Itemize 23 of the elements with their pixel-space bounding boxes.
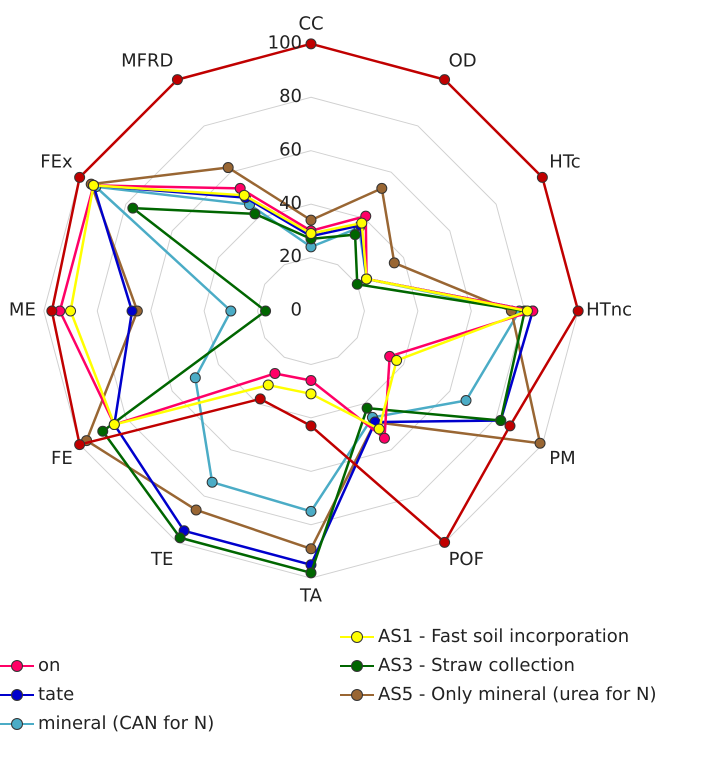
spoke-label: FEx xyxy=(40,151,74,172)
legend-label: tate xyxy=(38,684,74,705)
spoke-label: HTc xyxy=(549,151,581,172)
spoke-label: POF xyxy=(448,548,484,570)
spoke-label: OD xyxy=(448,50,477,72)
legend-label: AS1 - Fast soil incorporation xyxy=(378,626,630,647)
legend-label: mineral (CAN for N) xyxy=(38,713,214,734)
legend-label: AS3 - Straw collection xyxy=(378,655,575,676)
y-tick-label: 0 xyxy=(290,300,302,321)
spoke-label: MFRD xyxy=(121,50,174,72)
spoke-label: CC xyxy=(298,14,324,35)
legend-label: on xyxy=(38,655,60,676)
spoke-label: PM xyxy=(549,448,576,470)
y-tick-label: 60 xyxy=(279,139,302,160)
spoke-label: ME xyxy=(8,300,36,321)
y-tick-label: 80 xyxy=(279,86,302,107)
y-tick-label: 20 xyxy=(279,246,302,268)
spoke-label: TE xyxy=(150,548,174,570)
y-tick-label: 100 xyxy=(268,32,302,54)
spoke-label: TA xyxy=(299,586,323,607)
spoke-label: FE xyxy=(50,448,73,470)
legend-label: AS5 - Only mineral (urea for N) xyxy=(378,684,656,705)
spoke-label: HTnc xyxy=(586,300,632,321)
